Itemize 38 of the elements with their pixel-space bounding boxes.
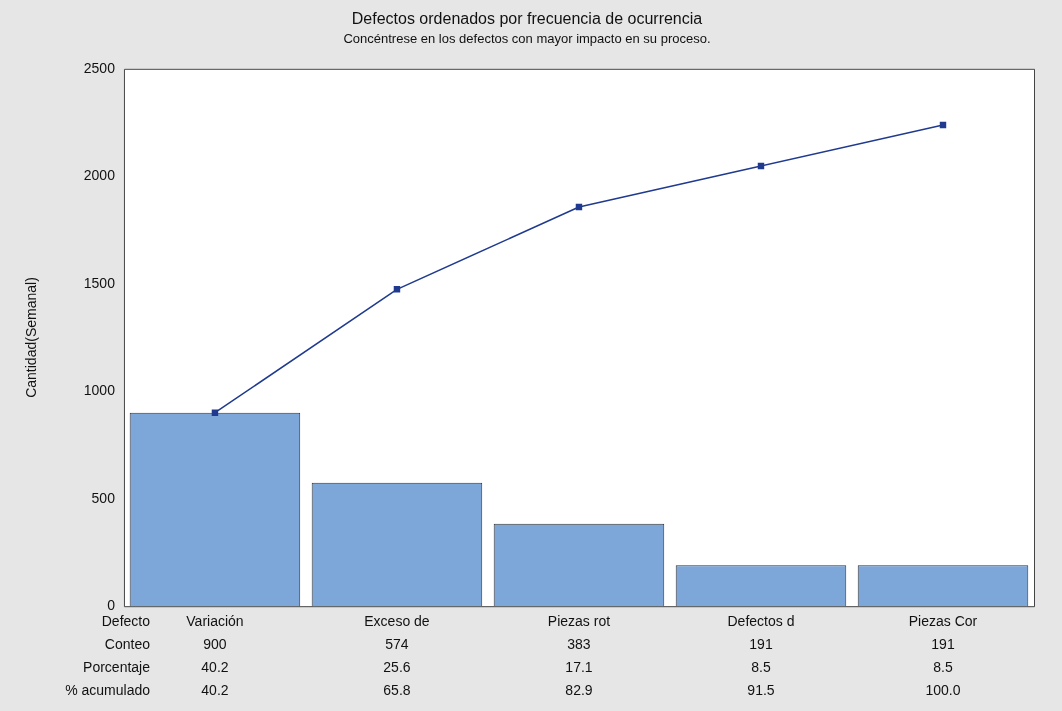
data-label: 191 (749, 636, 773, 653)
y-tick-label: 500 (91, 489, 116, 506)
text: 82.9 (565, 682, 593, 699)
chart-title: Defectos ordenados por frecuencia de ocurrencia (351, 10, 703, 28)
x-tick-label: Variación (186, 613, 244, 630)
y-tick-label: 1500 (83, 274, 116, 291)
y-tick-label: 0 (107, 597, 116, 614)
x-tick-label: Defectos d (727, 613, 795, 630)
text: % acumulado (65, 682, 151, 699)
point (757, 162, 765, 170)
y-tick-label: 2000 (83, 167, 116, 184)
text: 17.1 (565, 659, 593, 676)
data-label: 191 (931, 636, 955, 653)
text: 100.0 (925, 682, 961, 699)
y-tick-label: 1000 (83, 382, 116, 399)
chart-subtitle: Concéntrese en los defectos con mayor impacto en su proceso. (343, 30, 711, 46)
text: 91.5 (747, 682, 775, 699)
y-axis-title: Cantidad(Semanal) (23, 277, 40, 398)
x-tick-label: Piezas rot (547, 613, 611, 630)
text: 65.8 (383, 682, 411, 699)
text: 25.6 (383, 659, 411, 676)
x-tick-label: Piezas Cor (908, 613, 978, 630)
text: 40.2 (201, 682, 229, 699)
data-label: 574 (385, 636, 409, 653)
data-label: 900 (203, 636, 227, 653)
x-tick-label: Exceso de (364, 613, 430, 630)
text: Porcentaje (83, 659, 151, 676)
y-tick-label: 2500 (83, 59, 116, 76)
point (575, 203, 583, 211)
data-label: 383 (567, 636, 591, 653)
text: 8.5 (933, 659, 953, 676)
point (211, 409, 219, 416)
point (393, 286, 401, 293)
x-axis-title: Defecto (101, 613, 151, 630)
point (939, 121, 947, 129)
text: 8.5 (751, 659, 771, 676)
text: Conteo (104, 636, 151, 653)
text: 40.2 (201, 659, 229, 676)
